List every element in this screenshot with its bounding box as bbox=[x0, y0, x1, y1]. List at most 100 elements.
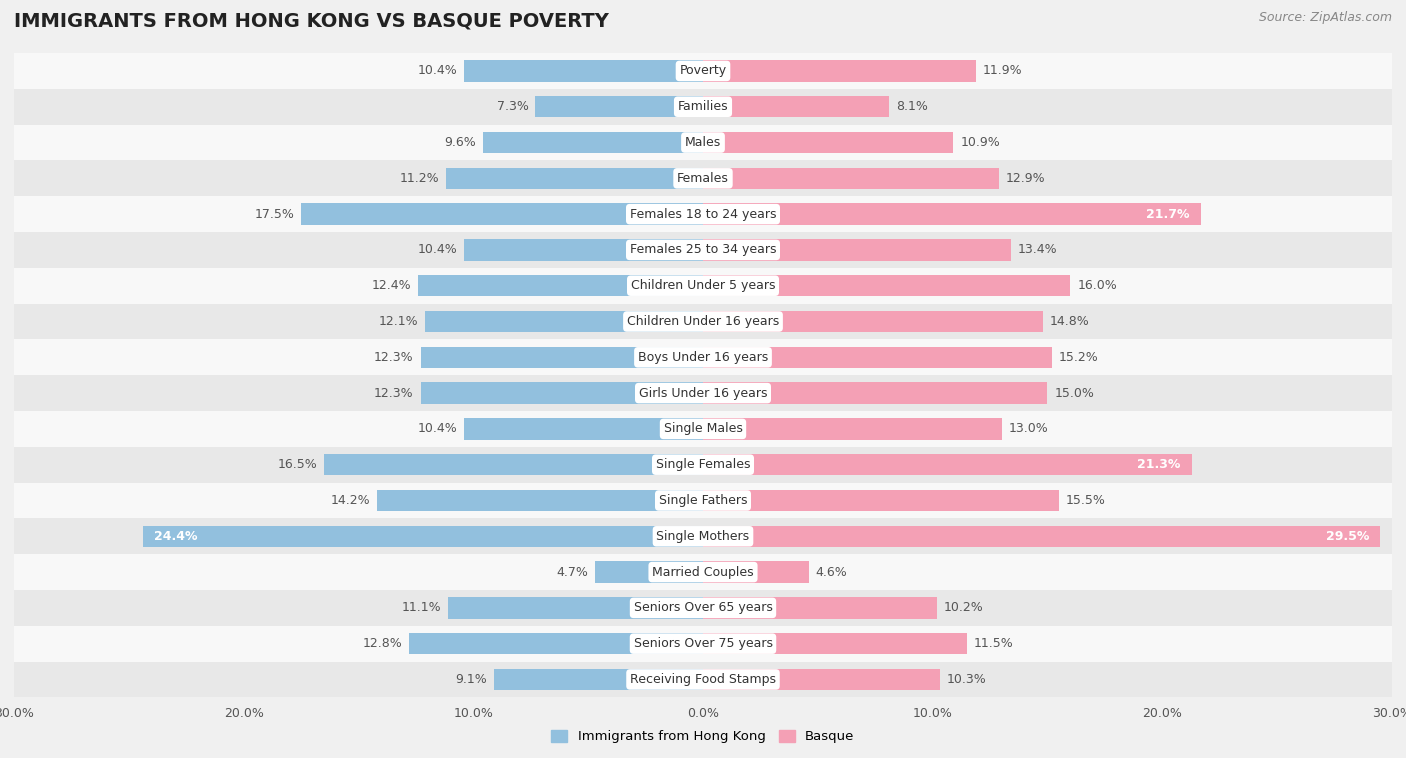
Text: 12.3%: 12.3% bbox=[374, 351, 413, 364]
Bar bbox=[14, 340, 1392, 375]
Text: 11.5%: 11.5% bbox=[974, 637, 1014, 650]
Text: 9.6%: 9.6% bbox=[444, 136, 475, 149]
Bar bbox=[14, 626, 1392, 662]
Text: 21.3%: 21.3% bbox=[1137, 458, 1181, 471]
Text: 16.5%: 16.5% bbox=[277, 458, 318, 471]
Text: Single Females: Single Females bbox=[655, 458, 751, 471]
Text: 12.8%: 12.8% bbox=[363, 637, 402, 650]
Text: 12.3%: 12.3% bbox=[374, 387, 413, 399]
Bar bbox=[14, 411, 1392, 446]
Text: Families: Families bbox=[678, 100, 728, 113]
Bar bbox=[703, 275, 1070, 296]
Text: 14.2%: 14.2% bbox=[330, 494, 370, 507]
Bar bbox=[703, 240, 1011, 261]
Text: Girls Under 16 years: Girls Under 16 years bbox=[638, 387, 768, 399]
Text: 24.4%: 24.4% bbox=[155, 530, 198, 543]
Bar bbox=[14, 232, 1392, 268]
Bar bbox=[142, 525, 703, 547]
Text: Seniors Over 75 years: Seniors Over 75 years bbox=[634, 637, 772, 650]
Text: 8.1%: 8.1% bbox=[896, 100, 928, 113]
Text: 17.5%: 17.5% bbox=[254, 208, 294, 221]
Bar bbox=[703, 490, 1059, 511]
Bar bbox=[494, 669, 703, 691]
Text: 13.0%: 13.0% bbox=[1008, 422, 1049, 435]
Bar bbox=[703, 525, 1381, 547]
Bar bbox=[464, 240, 703, 261]
Bar bbox=[420, 382, 703, 404]
Bar bbox=[449, 597, 703, 619]
Text: 21.7%: 21.7% bbox=[1146, 208, 1189, 221]
Bar bbox=[703, 168, 1000, 189]
Text: 12.4%: 12.4% bbox=[371, 279, 412, 293]
Text: Males: Males bbox=[685, 136, 721, 149]
Bar bbox=[703, 382, 1047, 404]
Bar bbox=[703, 203, 1201, 225]
Bar bbox=[14, 483, 1392, 518]
Bar bbox=[301, 203, 703, 225]
Text: Poverty: Poverty bbox=[679, 64, 727, 77]
Text: 11.2%: 11.2% bbox=[399, 172, 439, 185]
Bar bbox=[482, 132, 703, 153]
Text: Children Under 5 years: Children Under 5 years bbox=[631, 279, 775, 293]
Text: Receiving Food Stamps: Receiving Food Stamps bbox=[630, 673, 776, 686]
Text: Children Under 16 years: Children Under 16 years bbox=[627, 315, 779, 328]
Text: 10.4%: 10.4% bbox=[418, 422, 457, 435]
Text: 13.4%: 13.4% bbox=[1018, 243, 1057, 256]
Bar bbox=[14, 304, 1392, 340]
Text: Females 18 to 24 years: Females 18 to 24 years bbox=[630, 208, 776, 221]
Legend: Immigrants from Hong Kong, Basque: Immigrants from Hong Kong, Basque bbox=[546, 725, 860, 749]
Text: 12.9%: 12.9% bbox=[1007, 172, 1046, 185]
Text: 15.0%: 15.0% bbox=[1054, 387, 1094, 399]
Bar bbox=[14, 518, 1392, 554]
Text: 12.1%: 12.1% bbox=[378, 315, 418, 328]
Bar bbox=[595, 562, 703, 583]
Text: Single Males: Single Males bbox=[664, 422, 742, 435]
Bar bbox=[14, 590, 1392, 626]
Bar bbox=[425, 311, 703, 332]
Bar bbox=[703, 418, 1001, 440]
Bar bbox=[703, 346, 1052, 368]
Bar bbox=[703, 311, 1043, 332]
Text: 4.7%: 4.7% bbox=[557, 565, 588, 578]
Text: 29.5%: 29.5% bbox=[1326, 530, 1369, 543]
Text: 10.3%: 10.3% bbox=[946, 673, 986, 686]
Text: 14.8%: 14.8% bbox=[1050, 315, 1090, 328]
Text: 7.3%: 7.3% bbox=[496, 100, 529, 113]
Text: 11.9%: 11.9% bbox=[983, 64, 1022, 77]
Bar bbox=[420, 346, 703, 368]
Text: Females: Females bbox=[678, 172, 728, 185]
Bar bbox=[703, 60, 976, 82]
Bar bbox=[446, 168, 703, 189]
Text: 10.4%: 10.4% bbox=[418, 243, 457, 256]
Text: Married Couples: Married Couples bbox=[652, 565, 754, 578]
Text: Boys Under 16 years: Boys Under 16 years bbox=[638, 351, 768, 364]
Text: 11.1%: 11.1% bbox=[402, 601, 441, 615]
Bar bbox=[418, 275, 703, 296]
Text: 16.0%: 16.0% bbox=[1077, 279, 1118, 293]
Bar bbox=[703, 633, 967, 654]
Text: 15.5%: 15.5% bbox=[1066, 494, 1105, 507]
Text: Single Fathers: Single Fathers bbox=[659, 494, 747, 507]
Text: Source: ZipAtlas.com: Source: ZipAtlas.com bbox=[1258, 11, 1392, 24]
Text: 10.2%: 10.2% bbox=[945, 601, 984, 615]
Bar bbox=[464, 60, 703, 82]
Bar bbox=[377, 490, 703, 511]
Bar bbox=[14, 268, 1392, 304]
Text: 4.6%: 4.6% bbox=[815, 565, 848, 578]
Text: Single Mothers: Single Mothers bbox=[657, 530, 749, 543]
Text: Females 25 to 34 years: Females 25 to 34 years bbox=[630, 243, 776, 256]
Bar bbox=[14, 375, 1392, 411]
Bar bbox=[464, 418, 703, 440]
Text: 9.1%: 9.1% bbox=[456, 673, 486, 686]
Bar bbox=[14, 124, 1392, 161]
Text: IMMIGRANTS FROM HONG KONG VS BASQUE POVERTY: IMMIGRANTS FROM HONG KONG VS BASQUE POVE… bbox=[14, 11, 609, 30]
Bar bbox=[703, 454, 1192, 475]
Bar bbox=[703, 132, 953, 153]
Text: Seniors Over 65 years: Seniors Over 65 years bbox=[634, 601, 772, 615]
Bar bbox=[14, 161, 1392, 196]
Bar bbox=[536, 96, 703, 117]
Bar bbox=[323, 454, 703, 475]
Bar bbox=[14, 446, 1392, 483]
Bar bbox=[703, 597, 938, 619]
Bar bbox=[14, 89, 1392, 124]
